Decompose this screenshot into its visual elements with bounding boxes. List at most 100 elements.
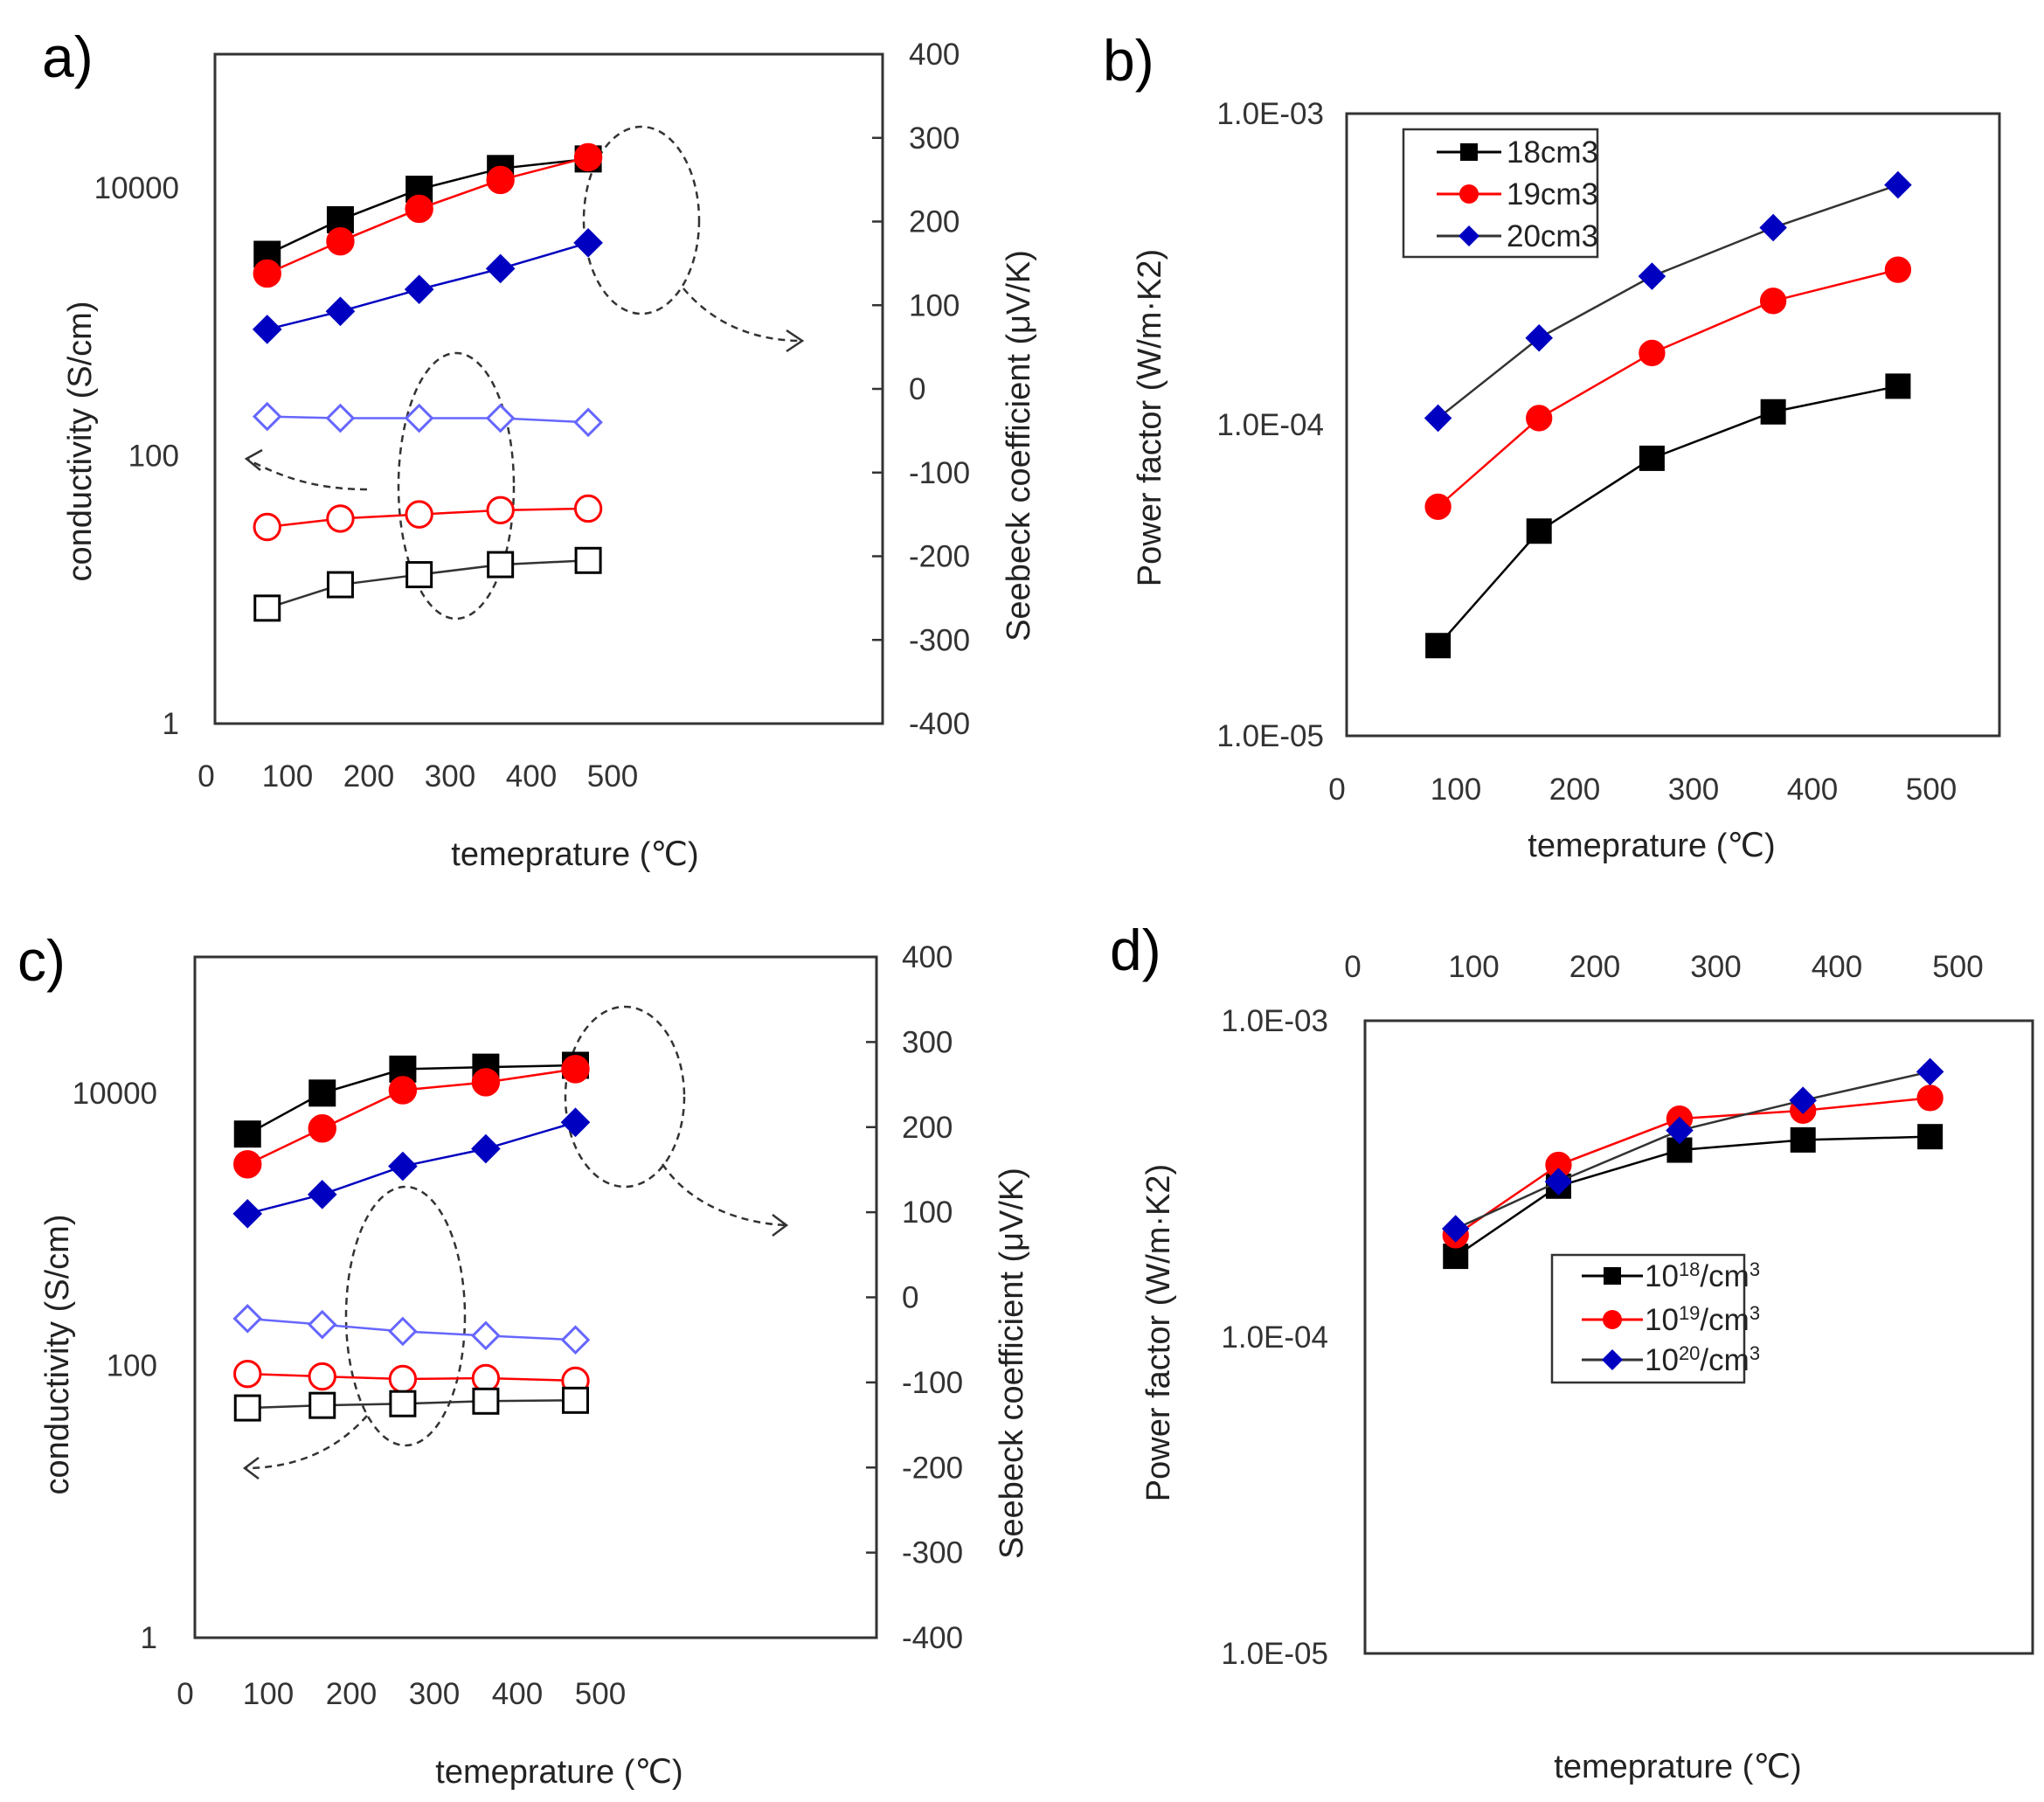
panel-a-point-20cm3-conductivity bbox=[325, 296, 356, 327]
panel-a-point-20cm3-conductivity bbox=[404, 274, 434, 304]
panel-a-point-18cm3-seebeck bbox=[487, 551, 515, 579]
panel-d-xtick-label: 500 bbox=[1932, 950, 1983, 984]
panel-c-left-arrow bbox=[244, 1415, 368, 1470]
panel-c-xtick-label: 400 bbox=[492, 1677, 543, 1711]
panel-c-point-20cm3-conductivity bbox=[307, 1180, 337, 1209]
panel-d-point-10-20-cm-3 bbox=[1544, 1168, 1573, 1196]
panel-c-point-20cm3-seebeck bbox=[388, 1316, 418, 1347]
panel-c-ytick-right-label: 300 bbox=[902, 1025, 953, 1059]
panel-a-xtick-label: 0 bbox=[197, 759, 214, 794]
panel-d-letter: d) bbox=[1110, 918, 1161, 982]
panel-c-xlabel: temeprature (℃) bbox=[435, 1754, 682, 1791]
panel-d-plot-area bbox=[1363, 1019, 2034, 1655]
panel-a-right-arrow bbox=[682, 288, 803, 343]
panel-a-point-20cm3-seebeck bbox=[485, 403, 516, 433]
panel-b-xtick-label: 400 bbox=[1787, 773, 1838, 807]
panel-a-point-19cm3-conductivity bbox=[326, 226, 355, 256]
panel-c-xtick-label: 200 bbox=[326, 1677, 377, 1711]
panel-a-point-18cm3-seebeck bbox=[405, 561, 433, 589]
panel-a-ytick-right-label: -300 bbox=[909, 623, 970, 657]
panel-b-series-line bbox=[1437, 268, 1899, 508]
panel-a-ylabel-right: Seebeck coefficient (μV/K) bbox=[1001, 250, 1037, 641]
panel-b-ytick-label: 1.0E-03 bbox=[1216, 97, 1324, 131]
panel-a-point-20cm3-conductivity bbox=[573, 228, 603, 258]
panel-a-xtick-label: 100 bbox=[262, 759, 313, 794]
panel-b-point-20cm3 bbox=[1525, 323, 1553, 352]
panel-c-point-18cm3-conductivity bbox=[308, 1079, 336, 1107]
panel-b-point-18cm3 bbox=[1639, 445, 1665, 471]
panel-c-xtick-label: 500 bbox=[575, 1677, 626, 1711]
panel-c-ytick-right-label: -100 bbox=[902, 1366, 963, 1400]
panel-d-legend-label-19: 1019/cm3 bbox=[1645, 1302, 1760, 1337]
panel-b-point-19cm3 bbox=[1759, 288, 1787, 315]
panel-c-ytick-right-label: 400 bbox=[902, 940, 953, 974]
panel-a-point-20cm3-conductivity bbox=[252, 315, 282, 344]
panel-a-point-20cm3-seebeck bbox=[252, 401, 282, 432]
panel-c-point-20cm3-conductivity bbox=[471, 1133, 501, 1164]
panel-c-point-19cm3-conductivity bbox=[561, 1055, 590, 1084]
panel-c-point-18cm3-seebeck bbox=[562, 1386, 589, 1414]
panel-c-right-arrowhead bbox=[772, 1214, 789, 1237]
panel-a-ytick-right-label: 100 bbox=[909, 288, 960, 322]
panel-c-point-19cm3-seebeck bbox=[388, 1364, 418, 1394]
panel-b-ytick-label: 1.0E-04 bbox=[1216, 408, 1324, 442]
panel-c-ylabel-right: Seebeck coefficient (μV/K) bbox=[994, 1168, 1030, 1559]
panel-c-left-arrowhead bbox=[242, 1457, 260, 1480]
legend-diamond-marker bbox=[1459, 225, 1479, 246]
panel-d-point-10-20-cm-3 bbox=[1441, 1215, 1470, 1243]
panel-a-point-19cm3-seebeck bbox=[486, 496, 515, 525]
panel-d-legend-label-18: 1018/cm3 bbox=[1645, 1258, 1760, 1293]
panel-d-xtick-label: 0 bbox=[1344, 950, 1361, 984]
panel-a-point-20cm3-seebeck bbox=[325, 403, 356, 433]
panel-b-point-18cm3 bbox=[1425, 633, 1452, 659]
panel-a-point-19cm3-conductivity bbox=[405, 194, 433, 224]
panel-a-left-arrow bbox=[246, 457, 368, 491]
panel-a-ytick-right-label: 300 bbox=[909, 121, 960, 156]
panel-a-point-20cm3-seebeck bbox=[573, 407, 603, 438]
panel-b-point-19cm3 bbox=[1526, 405, 1553, 432]
legend-square-marker bbox=[1604, 1267, 1621, 1285]
panel-c-xtick-label: 300 bbox=[409, 1677, 460, 1711]
panel-b-legend-label-20: 20cm3 bbox=[1507, 219, 1598, 253]
panel-b-point-18cm3 bbox=[1526, 518, 1552, 544]
panel-c-point-18cm3-conductivity bbox=[233, 1120, 261, 1148]
panel-d-series-line bbox=[1455, 1071, 1930, 1230]
panel-b-ylabel: Power factor (W/m·K2) bbox=[1132, 249, 1168, 586]
panel-b-legend-label-19: 19cm3 bbox=[1507, 177, 1598, 211]
panel-b-letter: b) bbox=[1103, 28, 1154, 93]
panel-c-point-19cm3-conductivity bbox=[233, 1150, 262, 1179]
panel-c-ytick-right-label: -300 bbox=[902, 1536, 963, 1570]
panel-d-point-10-18-cm-3 bbox=[1790, 1126, 1816, 1153]
panel-c-ytick-right-label: -200 bbox=[902, 1451, 963, 1485]
panel-c-point-18cm3-seebeck bbox=[389, 1390, 417, 1417]
panel-b-point-20cm3 bbox=[1424, 404, 1452, 433]
panel-c-point-20cm3-seebeck bbox=[307, 1309, 337, 1340]
panel-a-xtick-label: 300 bbox=[425, 759, 475, 794]
panel-a-ylabel-left: conductivity (S/cm) bbox=[62, 301, 99, 582]
panel-b-ytick-label: 1.0E-05 bbox=[1216, 719, 1324, 753]
panel-a-point-19cm3-seebeck bbox=[326, 504, 355, 533]
panel-a-xtick-label: 200 bbox=[343, 759, 394, 794]
panel-d-ylabel: Power factor (W/m·K2) bbox=[1140, 1164, 1177, 1501]
legend-circle-marker bbox=[1459, 184, 1479, 204]
panel-c-ytick-left-label: 1 bbox=[141, 1621, 157, 1655]
panel-a-ytick-left-label: 100 bbox=[128, 440, 179, 474]
panel-a-ytick-left-label: 1 bbox=[163, 707, 179, 741]
panel-a-conductivity-group-ellipse bbox=[397, 351, 516, 620]
panel-d-ytick-label: 1.0E-03 bbox=[1221, 1004, 1328, 1038]
panel-b-xtick-label: 300 bbox=[1668, 773, 1719, 807]
legend-circle-marker bbox=[1603, 1310, 1622, 1329]
panel-a-xtick-label: 400 bbox=[506, 759, 557, 794]
panel-a-point-19cm3-seebeck bbox=[573, 494, 603, 523]
panel-b-point-20cm3 bbox=[1884, 170, 1912, 199]
panel-c-xtick-label: 0 bbox=[177, 1677, 193, 1711]
panel-c-ytick-right-label: 200 bbox=[902, 1111, 953, 1145]
panel-c-ytick-right-label: -400 bbox=[902, 1621, 963, 1655]
panel-c-point-19cm3-conductivity bbox=[471, 1068, 501, 1097]
panel-d-xtick-label: 300 bbox=[1690, 950, 1741, 984]
panel-a-xlabel: temeprature (℃) bbox=[451, 836, 698, 873]
panel-a-xtick-label: 500 bbox=[587, 759, 638, 794]
panel-c-point-18cm3-seebeck bbox=[233, 1394, 261, 1422]
panel-d-ytick-label: 1.0E-04 bbox=[1221, 1320, 1328, 1355]
